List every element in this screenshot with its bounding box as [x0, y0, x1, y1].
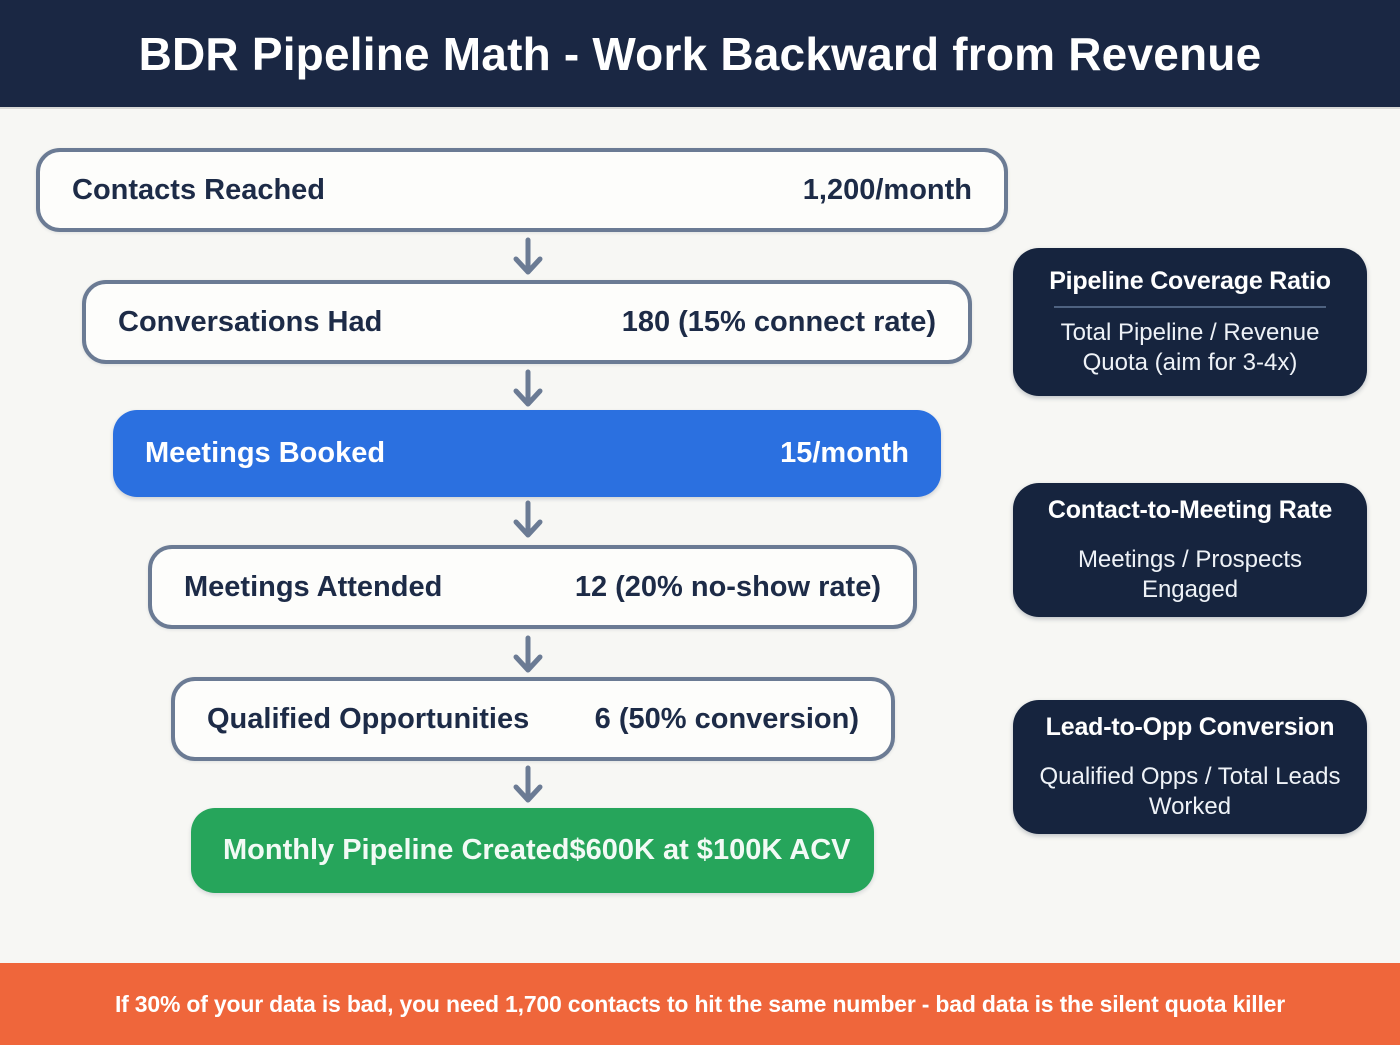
metric-card-description: Meetings / Prospects Engaged	[1077, 545, 1303, 603]
down-arrow-icon	[513, 635, 543, 673]
step-label: Meetings Attended	[184, 570, 443, 603]
down-arrow-icon	[513, 765, 543, 803]
footer-note: If 30% of your data is bad, you need 1,7…	[114, 990, 1286, 1017]
metric-card-contact-to-meeting-rate: Contact-to-Meeting Rate Meetings / Prosp…	[1013, 483, 1367, 617]
step-value: 180 (15% connect rate)	[621, 305, 936, 338]
step-label: Qualified Opportunities	[207, 702, 530, 735]
step-value: $600K at $100K ACV	[569, 834, 851, 866]
funnel-step-meetings-booked: Meetings Booked 15/month	[113, 410, 941, 497]
funnel-step-meetings-attended: Meetings Attended 12 (20% no-show rate)	[148, 545, 917, 629]
step-label: Contacts Reached	[72, 173, 326, 206]
step-label: Meetings Booked	[145, 437, 386, 469]
funnel-step-conversations-had: Conversations Had 180 (15% connect rate)	[82, 280, 972, 364]
down-arrow-icon	[513, 369, 543, 407]
metric-card-description: Qualified Opps / Total Leads Worked	[1039, 762, 1341, 820]
metric-card-lead-to-opp-conversion: Lead-to-Opp Conversion Qualified Opps / …	[1013, 700, 1367, 834]
metric-card-title: Contact-to-Meeting Rate	[1047, 495, 1333, 524]
metric-card-description: Total Pipeline / Revenue Quota (aim for …	[1060, 318, 1320, 376]
page-title: BDR Pipeline Math - Work Backward from R…	[138, 27, 1262, 80]
step-label: Monthly Pipeline Created	[223, 834, 570, 866]
metric-card-title: Pipeline Coverage Ratio	[1049, 266, 1331, 295]
step-value: 12 (20% no-show rate)	[574, 570, 881, 603]
step-value: 15/month	[780, 437, 909, 469]
metric-card-title: Lead-to-Opp Conversion	[1045, 712, 1335, 741]
footer-banner: If 30% of your data is bad, you need 1,7…	[0, 963, 1400, 1045]
funnel-step-qualified-opportunities: Qualified Opportunities 6 (50% conversio…	[171, 677, 895, 761]
metric-card-pipeline-coverage-ratio: Pipeline Coverage Ratio Total Pipeline /…	[1013, 248, 1367, 396]
down-arrow-icon	[513, 237, 543, 275]
card-divider	[1053, 305, 1327, 308]
header-bar: BDR Pipeline Math - Work Backward from R…	[0, 0, 1400, 107]
step-value: 6 (50% conversion)	[594, 702, 859, 735]
funnel-step-contacts-reached: Contacts Reached 1,200/month	[36, 148, 1008, 232]
step-label: Conversations Had	[118, 305, 383, 338]
funnel-step-monthly-pipeline-created: Monthly Pipeline Created $600K at $100K …	[191, 808, 874, 893]
step-value: 1,200/month	[802, 173, 972, 206]
down-arrow-icon	[513, 500, 543, 538]
